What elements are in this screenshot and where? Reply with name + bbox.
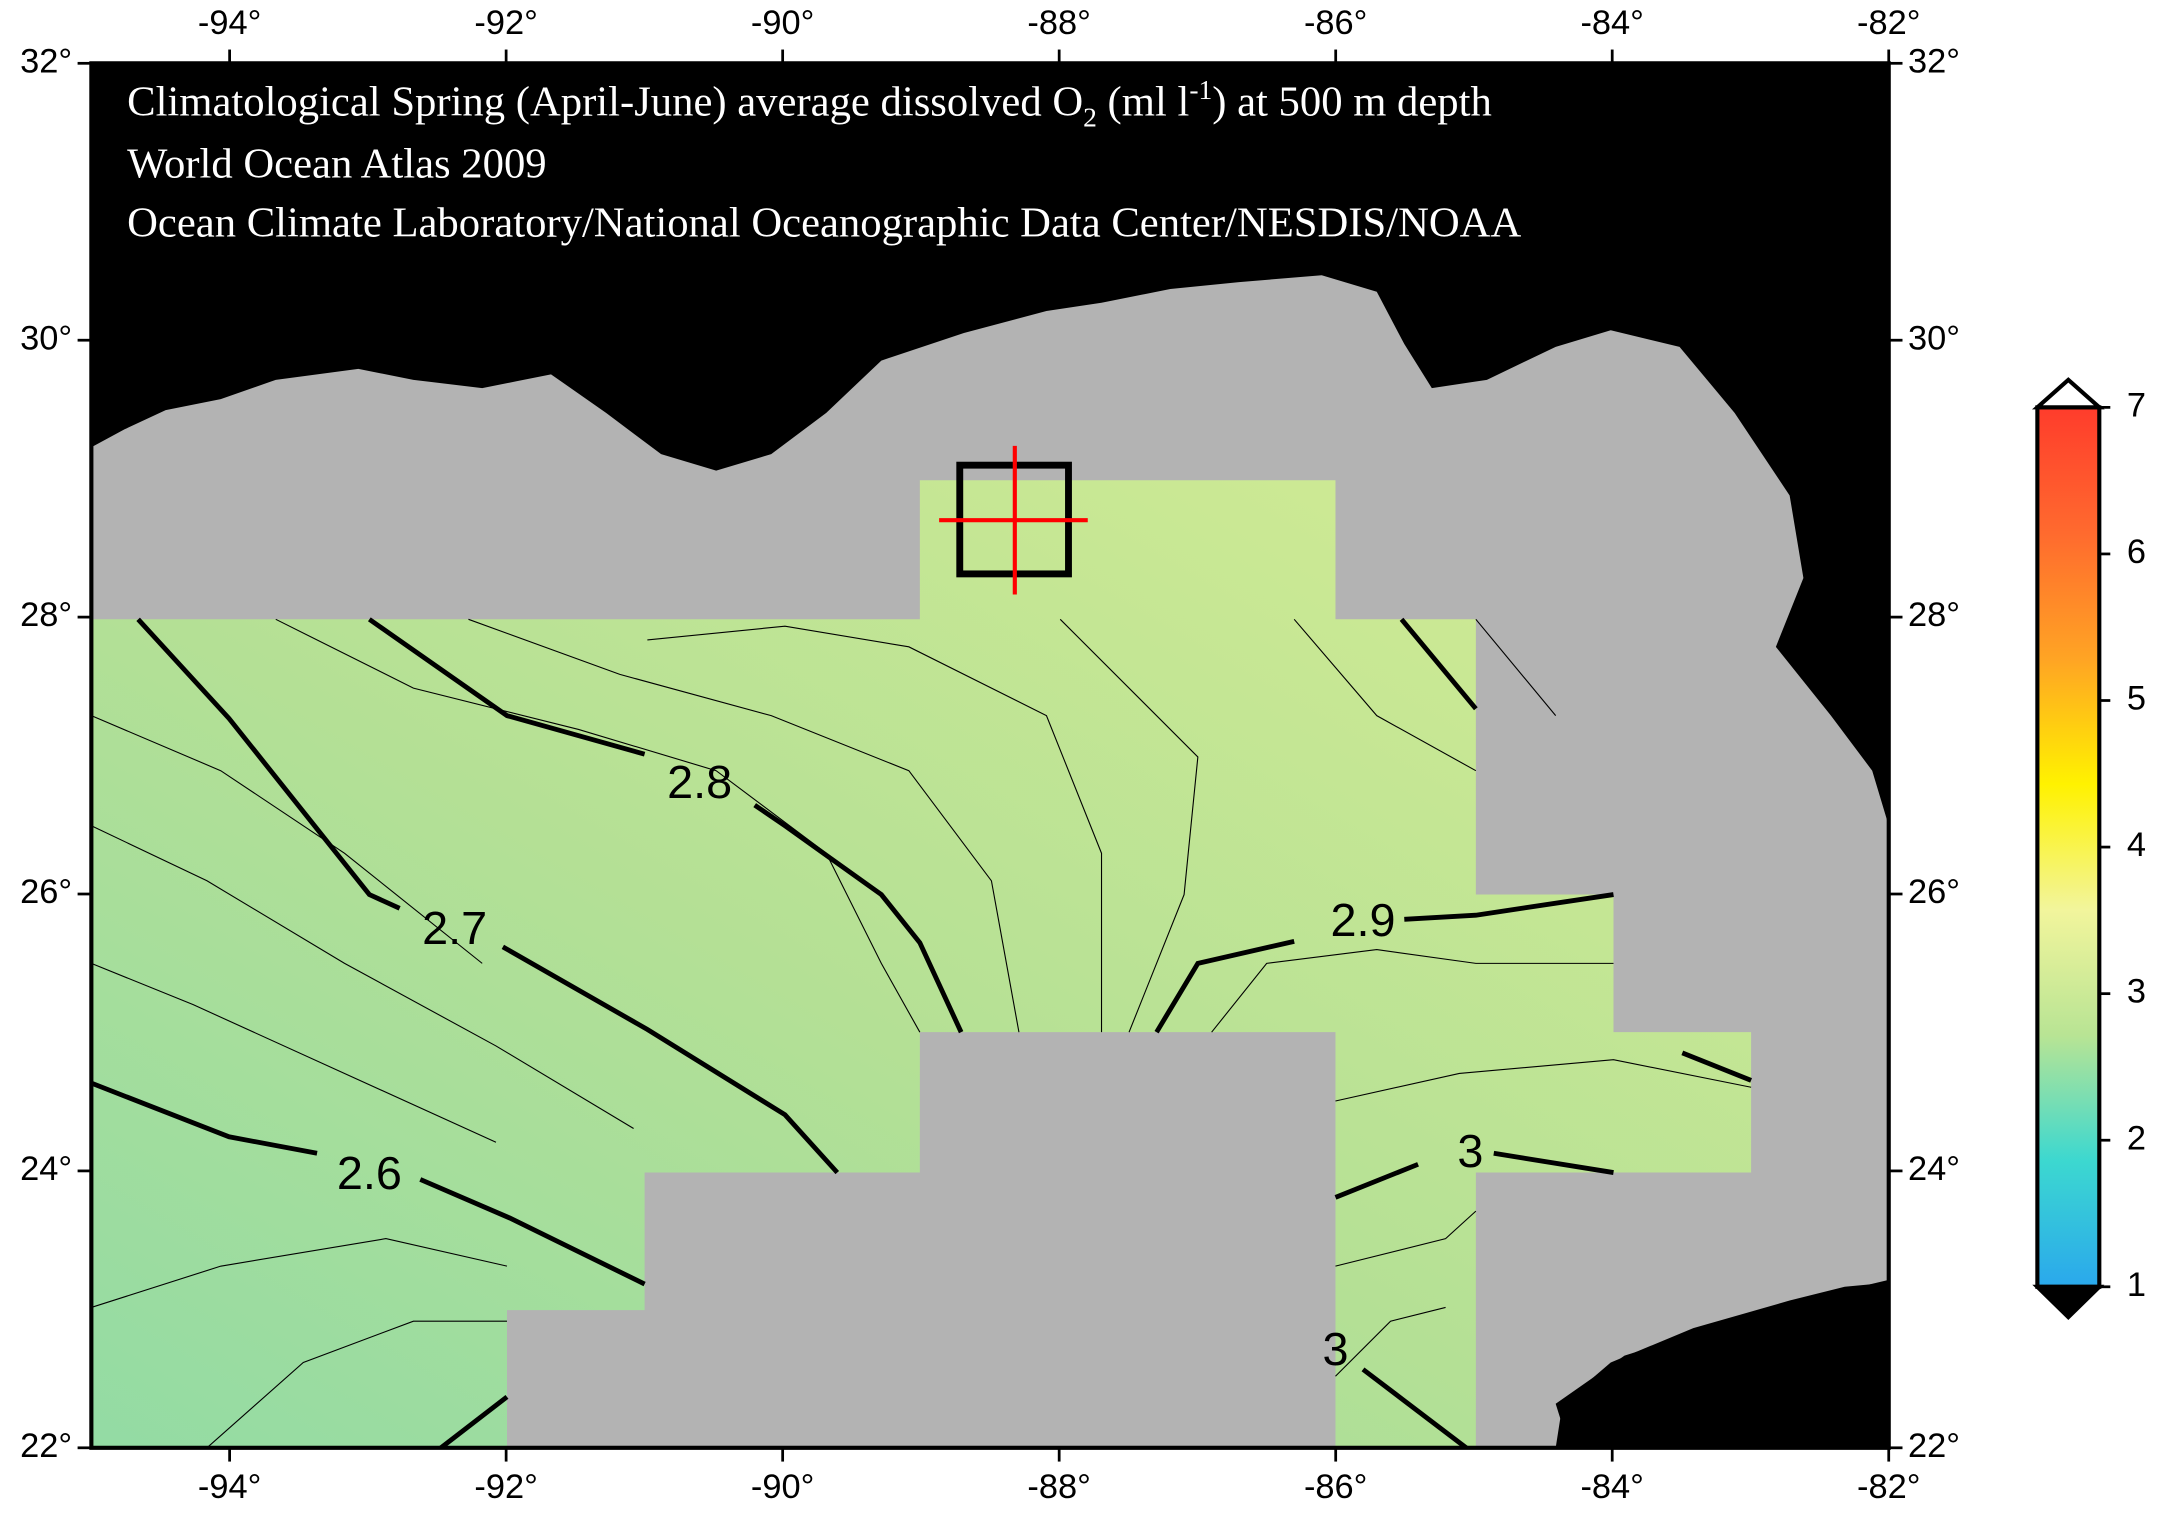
colorbar-label: 7 <box>2127 386 2146 424</box>
lat-label: 26° <box>20 873 72 911</box>
contour-label: 2.7 <box>422 902 487 954</box>
colorbar-under <box>2032 1284 2105 1320</box>
title-text: Climatological Spring (April-June) avera… <box>127 79 1083 126</box>
lat-label: 32° <box>20 42 72 80</box>
lat-label: 24° <box>1908 1150 1960 1188</box>
lon-label: -92° <box>474 4 537 42</box>
lon-label: -90° <box>751 4 814 42</box>
subtitle: Ocean Climate Laboratory/National Oceano… <box>127 200 1521 247</box>
lon-label: -86° <box>1304 4 1367 42</box>
title-subscript: 2 <box>1083 102 1097 133</box>
lon-label: -88° <box>1027 1468 1090 1506</box>
lat-label: 30° <box>20 319 72 357</box>
title-superscript: -1 <box>1189 74 1212 105</box>
colorbar: 1 2 3 4 5 6 7 <box>2031 377 2146 1320</box>
lon-label: -86° <box>1304 1468 1367 1506</box>
lat-label: 24° <box>20 1150 72 1188</box>
lon-label: -82° <box>1857 1468 1920 1506</box>
lat-label: 22° <box>20 1427 72 1465</box>
map-area <box>91 63 1889 1448</box>
colorbar-label: 5 <box>2127 680 2146 718</box>
lon-label: -88° <box>1027 4 1090 42</box>
thin-contours <box>91 618 1752 1448</box>
lat-label: 26° <box>1908 873 1960 911</box>
lon-label: -90° <box>751 1468 814 1506</box>
colorbar-label: 6 <box>2127 533 2146 571</box>
colorbar-label: 2 <box>2127 1119 2146 1157</box>
lon-label: -84° <box>1580 1468 1643 1506</box>
bold-contours <box>91 617 1753 1448</box>
contour-label: 2.8 <box>667 756 732 808</box>
subtitle: World Ocean Atlas 2009 <box>127 141 546 188</box>
title-text: ) at 500 m depth <box>1212 79 1492 126</box>
colorbar-label: 4 <box>2127 826 2146 864</box>
cuba <box>1555 1282 1889 1448</box>
lon-label: -94° <box>198 1468 261 1506</box>
lon-label: -82° <box>1857 4 1920 42</box>
colorbar-label: 1 <box>2127 1266 2146 1304</box>
colorbar-label: 3 <box>2127 973 2146 1011</box>
lon-label: -94° <box>198 4 261 42</box>
lat-label: 28° <box>1908 596 1960 634</box>
lat-label: 30° <box>1908 319 1960 357</box>
lat-label: 22° <box>1908 1427 1960 1465</box>
map-frame <box>89 61 1891 1450</box>
title: Climatological Spring (April-June) avera… <box>127 74 1492 133</box>
contour-label: 3 <box>1322 1323 1348 1375</box>
contour-label: 2.6 <box>337 1147 402 1199</box>
contour-label: 3 <box>1457 1125 1483 1177</box>
colorbar-over <box>2031 377 2105 410</box>
lon-label: -84° <box>1580 4 1643 42</box>
colorbar-scale <box>2035 405 2102 1289</box>
lat-label: 32° <box>1908 42 1960 80</box>
data-field <box>91 480 1752 1448</box>
lat-label: 28° <box>20 596 72 634</box>
lon-label: -92° <box>474 1468 537 1506</box>
title-text: (ml l <box>1097 79 1189 126</box>
contour-label: 2.9 <box>1330 894 1395 946</box>
